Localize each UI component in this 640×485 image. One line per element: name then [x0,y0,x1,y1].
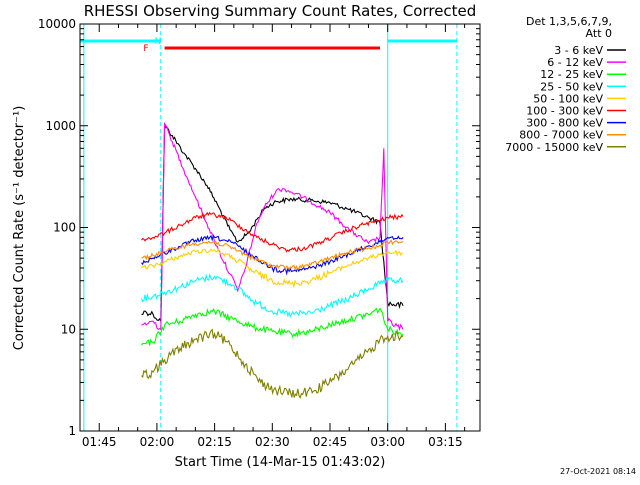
x-tick-label: 03:15 [428,435,463,449]
flare-layer: FN [143,37,380,54]
x-axis: 01:45 02:00 02:15 02:30 02:45 03:00 03:15 [79,24,466,449]
legend-label: 300 - 800 keV [526,117,603,130]
legend-label: 7000 - 15000 keV [505,141,603,154]
chart-title: RHESSI Observing Summary Count Rates, Co… [84,2,477,20]
legend-label: 12 - 25 keV [540,68,603,81]
night-flag-label: N [155,37,162,47]
y-tick-label: 100 [53,221,76,235]
flare-flag-label: F [143,44,148,54]
x-axis-label: Start Time (14-Mar-15 01:43:02) [175,455,386,470]
x-tick-label: 01:45 [82,435,117,449]
x-tick-label: 02:00 [140,435,175,449]
y-axis: 1 10 100 1000 10000 [38,17,480,438]
y-tick-label: 10000 [38,17,76,31]
x-tick-label: 02:15 [197,435,232,449]
legend-label: 50 - 100 keV [533,92,603,105]
series-line-5 [141,211,404,253]
series-line-0 [141,124,404,324]
series-line-3 [140,273,404,318]
x-tick-label: 02:45 [313,435,348,449]
y-tick-label: 10 [61,322,76,336]
series-line-2 [141,307,404,346]
legend-header-line: Att 0 [586,27,612,40]
legend-label: 6 - 12 keV [547,56,603,69]
x-tick-label: 02:30 [255,435,290,449]
x-tick-label: 03:00 [370,435,405,449]
series-line-4 [141,248,404,289]
timestamp: 27-Oct-2021 08:14 [560,467,636,476]
y-axis-label: Corrected Count Rate (s⁻¹ detector⁻¹) [12,106,27,351]
legend-label: 25 - 50 keV [540,80,603,93]
series-layer [140,121,404,400]
series-line-7 [141,239,404,271]
legend-header-line: Det 1,3,5,6,7,9, [526,15,612,28]
legend-label: 800 - 7000 keV [519,129,603,142]
legend-label: 100 - 300 keV [526,105,603,118]
legend-label: 3 - 6 keV [554,44,603,57]
y-tick-label: 1000 [45,119,76,133]
y-tick-label: 1 [68,424,76,438]
series-line-8 [141,328,404,400]
series-line-1 [141,121,404,332]
